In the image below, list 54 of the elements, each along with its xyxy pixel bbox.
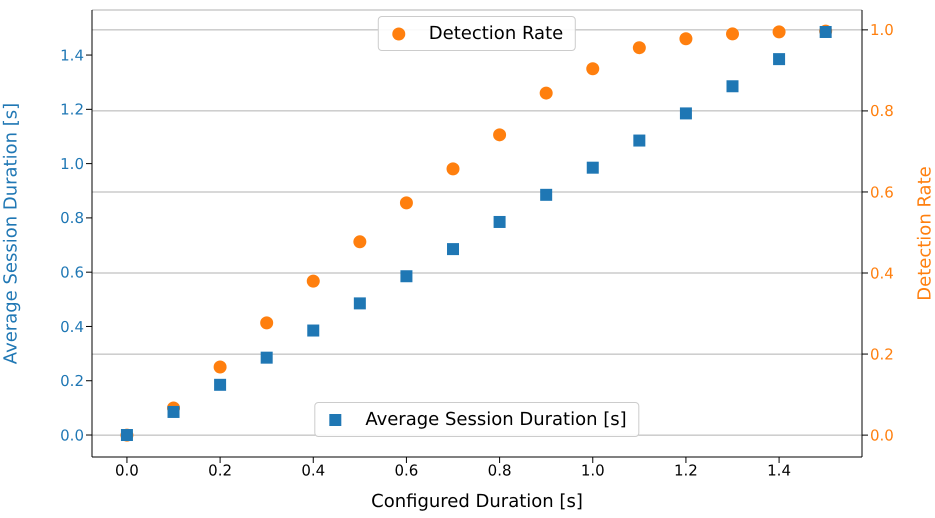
- x-tick-label: 1.4: [767, 462, 792, 480]
- y-tick-label: 1.2: [60, 100, 84, 119]
- point: [447, 243, 460, 256]
- y2-tick-label: 0.8: [870, 102, 894, 120]
- y-tick-label: 1.4: [60, 46, 84, 64]
- y2-tick-label: 0.2: [870, 345, 894, 364]
- point: [773, 53, 786, 66]
- point: [586, 162, 599, 174]
- point: [260, 316, 274, 330]
- y-tick-label: 0.0: [60, 426, 84, 444]
- x-tick-label: 0.2: [208, 462, 232, 480]
- y-axis-title: Average Session Duration [s]: [0, 102, 22, 364]
- x-axis-title: Configured Duration [s]: [371, 491, 583, 512]
- point: [680, 107, 692, 120]
- point: [260, 352, 273, 364]
- y2-tick-label: 0.4: [870, 264, 894, 282]
- point: [353, 235, 366, 248]
- x-tick-label: 0.4: [301, 462, 326, 480]
- y-tick-label: 0.8: [60, 209, 84, 228]
- point: [354, 297, 366, 310]
- point: [726, 80, 738, 92]
- y2-tick-label: 0.0: [870, 426, 894, 444]
- point: [214, 360, 227, 374]
- point: [214, 378, 226, 391]
- point: [586, 62, 600, 76]
- legend-label: Average Session Duration [s]: [365, 409, 627, 430]
- y-tick-label: 1.0: [60, 154, 84, 173]
- y-tick-label: 0.2: [60, 372, 84, 390]
- x-tick-label: 0.8: [488, 462, 512, 480]
- point: [633, 134, 646, 147]
- y2-tick-label: 1.0: [870, 21, 894, 40]
- point: [307, 324, 320, 337]
- x-tick-label: 0.6: [394, 462, 418, 480]
- y-tick-label: 0.6: [60, 264, 84, 282]
- point: [168, 406, 180, 418]
- point: [632, 41, 646, 54]
- point: [726, 27, 739, 40]
- y2-axis-title: Detection Rate: [914, 166, 935, 301]
- y2-tick-label: 0.6: [870, 183, 894, 202]
- point: [306, 274, 320, 288]
- legend-label: Detection Rate: [428, 23, 564, 44]
- point: [446, 162, 460, 176]
- point: [772, 25, 786, 38]
- point: [493, 128, 506, 142]
- point: [540, 86, 553, 100]
- point: [540, 188, 552, 201]
- point: [400, 270, 412, 282]
- point: [679, 32, 692, 46]
- x-tick-label: 0.0: [115, 462, 139, 480]
- point: [494, 216, 506, 228]
- x-tick-label: 1.2: [674, 462, 698, 480]
- y-tick-label: 0.4: [60, 318, 84, 336]
- x-tick-label: 1.0: [580, 462, 605, 480]
- point: [400, 196, 413, 210]
